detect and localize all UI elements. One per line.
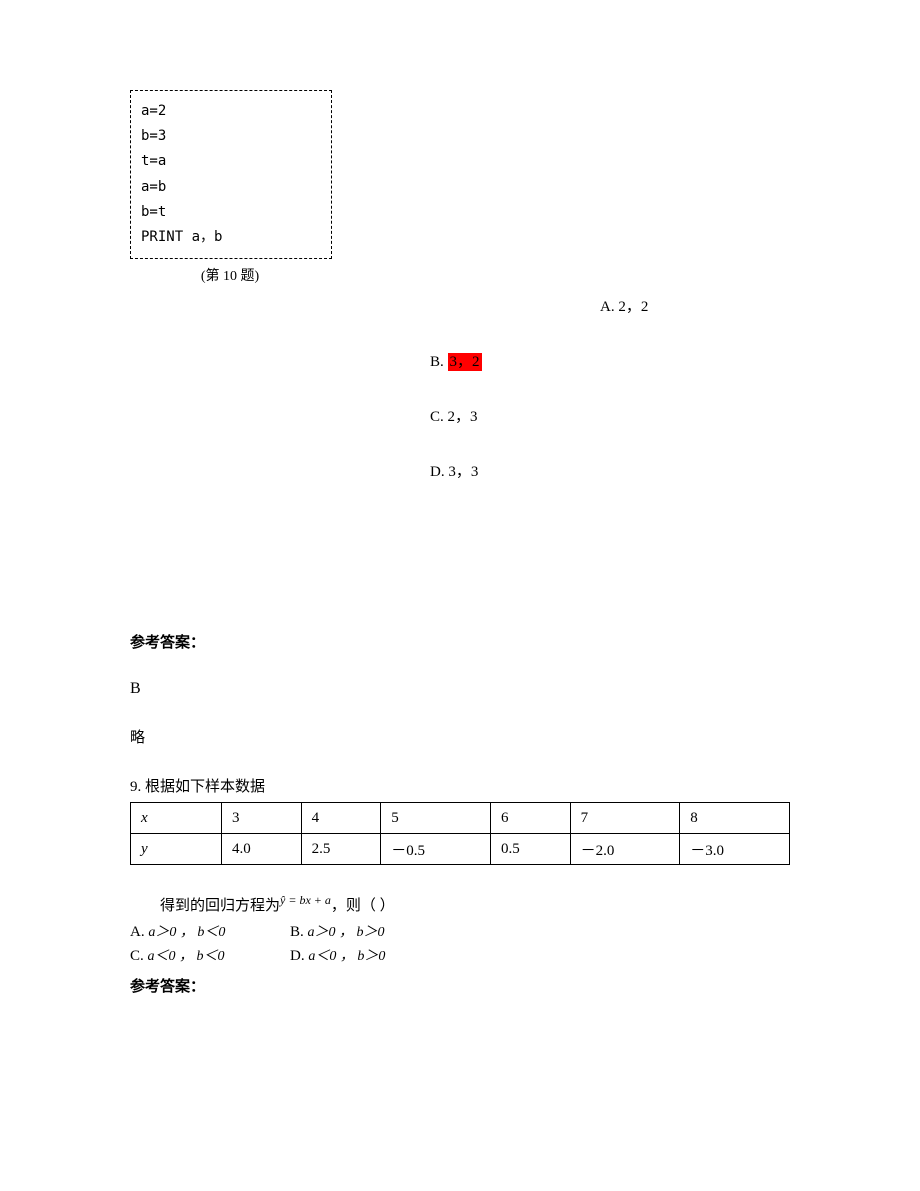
q9-option-d: D. a＜0 ， b＞0 <box>290 945 385 965</box>
code-line: t=a <box>141 149 321 174</box>
table-cell: －3.0 <box>680 834 790 865</box>
q9-option-c: C. a＜0 ， b＜0 <box>130 945 290 965</box>
q9-option-b: B. a＞0 ， b＞0 <box>290 921 385 941</box>
q9-table: x 3 4 5 6 7 8 y 4.0 2.5 －0.5 0.5 －2.0 －3… <box>130 802 790 865</box>
code-line: a=2 <box>141 99 321 124</box>
table-cell: 7 <box>570 803 680 834</box>
option-b-prefix: B. <box>430 354 448 370</box>
table-cell: 6 <box>490 803 570 834</box>
eq-prefix: 得到的回归方程为 <box>160 898 280 914</box>
opt-expr: a＜0 ， b＜0 <box>148 949 225 964</box>
q9-equation-line: 得到的回归方程为ŷ = bx + a，则（ ） <box>130 893 790 915</box>
page-content: a=2 b=3 t=a a=b b=t PRINT a，b (第 10 题) A… <box>0 0 920 1036</box>
code-line: a=b <box>141 175 321 200</box>
code-caption: (第 10 题) <box>130 265 330 285</box>
opt-expr: a＜0 ， b＞0 <box>308 949 385 964</box>
table-cell: －0.5 <box>381 834 491 865</box>
answer-note: 略 <box>130 726 790 747</box>
table-row: y 4.0 2.5 －0.5 0.5 －2.0 －3.0 <box>131 834 790 865</box>
opt-expr: a＞0 ， b＞0 <box>308 925 385 940</box>
answer-heading: 参考答案： <box>130 631 790 652</box>
eq-suffix: ，则（ ） <box>331 898 395 914</box>
opt-label: B. <box>290 924 304 940</box>
opt-expr: a＞0 ， b＜0 <box>148 925 225 940</box>
table-cell: 5 <box>381 803 491 834</box>
option-b: B. 3，2 <box>430 350 790 371</box>
opt-label: D. <box>290 948 305 964</box>
q10-options: A. 2，2 B. 3，2 C. 2，3 D. 3，3 <box>130 295 790 481</box>
code-line: b=3 <box>141 124 321 149</box>
table-cell: 4 <box>301 803 381 834</box>
table-cell: 2.5 <box>301 834 381 865</box>
q9-option-a: A. a＞0 ， b＜0 <box>130 921 290 941</box>
q9-answer-heading: 参考答案： <box>130 975 790 996</box>
option-a: A. 2，2 <box>600 295 790 316</box>
q9-options: A. a＞0 ， b＜0 B. a＞0 ， b＞0 C. a＜0 ， b＜0 D… <box>130 921 790 965</box>
opt-label: A. <box>130 924 145 940</box>
table-row: x 3 4 5 6 7 8 <box>131 803 790 834</box>
eq-expr: ŷ = bx + a <box>280 893 331 907</box>
table-cell: 4.0 <box>222 834 302 865</box>
option-c: C. 2，3 <box>430 405 790 426</box>
table-cell-x-label: x <box>131 803 222 834</box>
q9-stem: 9. 根据如下样本数据 <box>130 775 790 796</box>
table-cell: 0.5 <box>490 834 570 865</box>
option-b-highlight: 3，2 <box>448 353 482 371</box>
code-box: a=2 b=3 t=a a=b b=t PRINT a，b <box>130 90 332 259</box>
opt-label: C. <box>130 948 144 964</box>
code-line: b=t <box>141 200 321 225</box>
table-cell-y-label: y <box>131 834 222 865</box>
answer-value: B <box>130 680 790 698</box>
option-d: D. 3，3 <box>430 460 790 481</box>
table-cell: －2.0 <box>570 834 680 865</box>
code-line: PRINT a，b <box>141 225 321 250</box>
table-cell: 3 <box>222 803 302 834</box>
table-cell: 8 <box>680 803 790 834</box>
